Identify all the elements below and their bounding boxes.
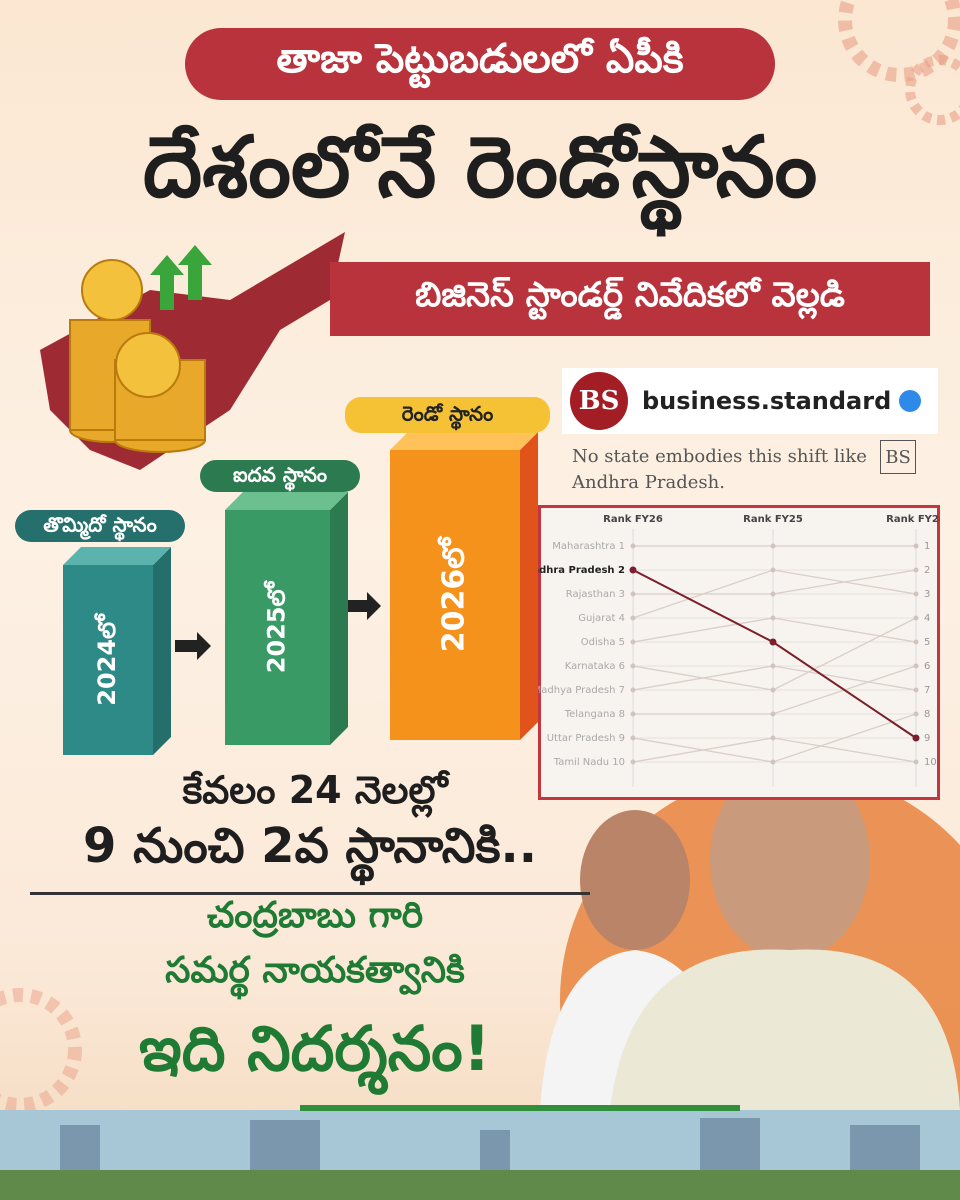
rank-dot [913, 663, 919, 669]
footer-line3: ఇది నిదర్శనం! [139, 1012, 491, 1085]
rank-dot [913, 591, 919, 597]
rank-dot [630, 735, 636, 741]
bar-top [225, 492, 348, 510]
rank-dot [770, 591, 776, 597]
bar-side [330, 492, 348, 745]
bar-front [225, 510, 330, 745]
right-tick-label: 8 [924, 709, 930, 720]
footer-line2: సమర్థ నాయకత్వానికి [165, 950, 465, 991]
rank-dot [630, 543, 636, 549]
rank-dot [913, 711, 919, 717]
column-header: Rank FY26 [603, 514, 663, 525]
column-header: Rank FY25 [743, 514, 803, 525]
rank-dot [630, 687, 636, 693]
rank-dot [769, 638, 777, 646]
source-badge: BS [880, 440, 916, 474]
bar-top [390, 432, 538, 450]
rank-chart: Rank FY26 Rank FY25 Rank FY24 1 2 3 4 5 6 7 8 9 10 Ma… [538, 505, 940, 800]
kicker: తాజా పెట్టుబడులలో ఏపీకి [185, 28, 775, 100]
bar-label-pill [345, 397, 550, 433]
state-label: Gujarat 4 [578, 613, 625, 624]
verified-icon [899, 390, 922, 412]
bar-front [63, 565, 153, 755]
state-label: Odisha 5 [581, 637, 625, 648]
state-label: Uttar Pradesh 9 [547, 733, 625, 744]
rank-dot [913, 543, 919, 549]
rank-dot [770, 687, 776, 693]
state-label: Andhra Pradesh 2 [538, 565, 625, 576]
right-tick-label: 6 [924, 661, 930, 672]
right-tick-label: 3 [924, 589, 930, 600]
bars: 2024లోతొమ్మిదో స్థానం2025లోఐదవ స్థానం202… [15, 397, 550, 755]
bar-side [520, 432, 538, 740]
footer-period: కేవలం 24 నెలల్లో [182, 768, 448, 812]
bar-year: 2024లో [93, 612, 121, 706]
right-tick-label: 10 [924, 757, 937, 768]
rank-dot [770, 735, 776, 741]
rank-dot [630, 759, 636, 765]
rank-dot [630, 663, 636, 669]
rank-dot [913, 567, 919, 573]
subtitle: బిజినెస్ స్టాండర్డ్ నివేదికలో వెల్లడి [330, 262, 930, 336]
rank-dot [770, 663, 776, 669]
bar-year: 2025లో [263, 579, 291, 673]
rank-dot [630, 711, 636, 717]
source-logo: BS [570, 372, 628, 430]
rank-dot [630, 639, 636, 645]
bar-top [63, 547, 171, 565]
bar-label-pill [200, 460, 360, 492]
footer-line1: చంద్రబాబు గారి [206, 895, 424, 936]
state-label: Tamil Nadu 10 [553, 757, 625, 768]
rank-dot [630, 615, 636, 621]
source-handle: business.standard [642, 387, 892, 415]
rank-dot [913, 615, 919, 621]
rank-dot [913, 639, 919, 645]
rank-dot [770, 567, 776, 573]
state-label: Madhya Pradesh 7 [538, 685, 625, 696]
rank-dot [770, 711, 776, 717]
bar-year: 2026లో [437, 535, 472, 652]
bar-front [390, 450, 520, 740]
right-tick-label: 9 [924, 733, 930, 744]
rank-dot [630, 591, 636, 597]
source-quote: No state embodies this shift like Andhra… [572, 446, 867, 494]
rank-dot [913, 759, 919, 765]
rank-dot [770, 615, 776, 621]
right-tick-label: 1 [924, 541, 930, 552]
source-card: BS business.standard [562, 368, 938, 434]
bar-label-pill [15, 510, 185, 542]
state-label: Telangana 8 [564, 709, 625, 720]
rank-dot [770, 759, 776, 765]
state-label: Rajasthan 3 [566, 589, 625, 600]
column-header: Rank FY24 [886, 514, 940, 525]
state-label: Karnataka 6 [565, 661, 625, 672]
right-tick-label: 7 [924, 685, 930, 696]
right-tick-label: 4 [924, 613, 930, 624]
state-label: Maharashtra 1 [552, 541, 625, 552]
rank-dot [770, 543, 776, 549]
bar-side [153, 547, 171, 755]
title: దేశంలోనే రెండోస్థానం [142, 118, 818, 216]
right-tick-label: 2 [924, 565, 930, 576]
rank-dot [913, 687, 919, 693]
footer-jump: 9 నుంచి 2వ స్థానానికి.. [30, 818, 590, 895]
right-tick-label: 5 [924, 637, 930, 648]
rank-dot [912, 734, 920, 742]
rank-dot [629, 566, 637, 574]
chart-frame [538, 505, 940, 800]
